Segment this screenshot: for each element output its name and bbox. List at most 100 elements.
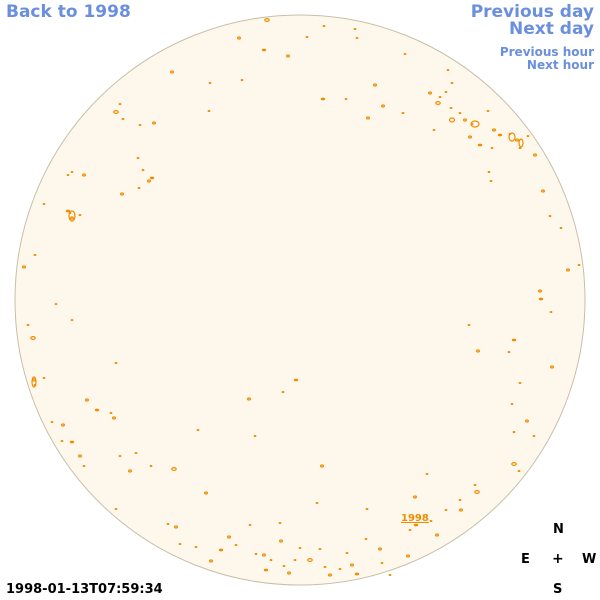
spot-marker [565, 268, 570, 272]
spot-loop [518, 138, 524, 148]
spot-marker [138, 124, 142, 126]
spot-marker [118, 103, 122, 105]
spot-marker [174, 525, 179, 529]
spot-marker [78, 214, 82, 216]
spot-marker [287, 571, 292, 575]
spot-marker [549, 311, 553, 313]
spot-marker [218, 548, 224, 552]
spot-marker [114, 362, 118, 364]
spot-marker [60, 440, 64, 442]
previous-day-link[interactable]: Previous day [470, 2, 594, 22]
spot-marker [128, 469, 133, 473]
spot-marker [538, 297, 544, 301]
spot-marker [113, 109, 119, 114]
spot-marker [77, 454, 82, 458]
spot-marker [577, 264, 581, 266]
spot-marker [517, 470, 521, 472]
back-to-year-link[interactable]: Back to 1998 [6, 2, 131, 22]
spot-marker [446, 69, 450, 71]
spot-marker [474, 490, 480, 495]
spot-marker [196, 429, 200, 431]
spot-marker [540, 189, 545, 193]
spot-marker [373, 83, 378, 87]
spot-marker [514, 138, 519, 142]
spot-marker [425, 473, 429, 475]
spot-marker [261, 48, 267, 52]
spot-marker [518, 382, 522, 384]
next-day-link[interactable]: Next day [509, 19, 594, 39]
spot-loop [68, 210, 76, 222]
spot-marker [194, 546, 198, 548]
spot-marker [338, 568, 342, 570]
spot-marker [60, 423, 65, 427]
spot-marker [178, 543, 182, 545]
spot-marker [467, 324, 471, 326]
spot-marker [459, 508, 464, 512]
spot-marker [476, 349, 481, 353]
spot-marker [512, 431, 516, 433]
next-hour-link[interactable]: Next hour [526, 58, 594, 72]
spot-marker [141, 169, 145, 171]
observation-timestamp: 1998-01-13T07:59:34 [6, 582, 163, 597]
spot-marker [149, 176, 155, 180]
spot-marker [345, 552, 349, 554]
spot-marker [322, 25, 326, 27]
spot-marker [444, 509, 448, 511]
spot-marker [65, 209, 71, 213]
spot-marker [435, 100, 441, 105]
spot-marker [253, 435, 257, 437]
spot-marker [477, 143, 483, 147]
spot-marker [281, 391, 285, 393]
spot-marker [486, 110, 490, 112]
spot-marker [559, 227, 563, 229]
spot-marker [413, 495, 418, 499]
spot-marker [69, 440, 75, 444]
compass-east: E [521, 552, 530, 567]
spot-marker [118, 455, 122, 457]
spot-marker [286, 54, 291, 58]
spot-marker [366, 116, 371, 120]
spot-marker [33, 254, 37, 256]
spot-marker [94, 408, 100, 412]
spot-marker [487, 171, 491, 173]
spot-marker [293, 559, 297, 561]
spot-marker [413, 523, 419, 527]
spot-loop [508, 132, 516, 142]
previous-hour-link[interactable]: Previous hour [499, 45, 594, 59]
spot-marker [171, 467, 177, 472]
spot-marker [282, 565, 286, 567]
spot-marker [435, 533, 440, 537]
spot-marker [234, 544, 238, 546]
spot-marker [511, 338, 517, 342]
spot-marker [497, 133, 503, 137]
spot-marker [458, 499, 462, 501]
spot-marker [134, 452, 138, 454]
spot-marker [207, 110, 211, 112]
spot-marker [532, 435, 536, 437]
spot-marker [247, 397, 252, 401]
spot-marker [264, 18, 270, 23]
spot-marker [406, 554, 411, 558]
solar-disk-circle [14, 14, 586, 586]
spot-marker [109, 412, 113, 414]
spot-marker [380, 562, 384, 564]
spot-marker [403, 53, 407, 55]
spot-marker [365, 508, 369, 510]
spot-marker [307, 557, 313, 562]
spot-marker [549, 365, 554, 369]
spot-marker [432, 129, 436, 131]
spot-marker [262, 553, 267, 557]
spot-marker [70, 319, 74, 321]
spot-loop [470, 120, 480, 128]
spot-marker [355, 37, 359, 39]
spot-loop [31, 376, 37, 388]
spot-marker [279, 539, 284, 543]
compass-north: N [553, 522, 564, 537]
spot-marker [166, 523, 170, 525]
disk-year-label[interactable]: 1998 [401, 513, 429, 524]
spot-marker [278, 522, 282, 524]
spot-markers [22, 18, 581, 577]
spot-marker [305, 36, 309, 38]
spot-marker [114, 508, 118, 510]
spot-marker [428, 91, 433, 95]
